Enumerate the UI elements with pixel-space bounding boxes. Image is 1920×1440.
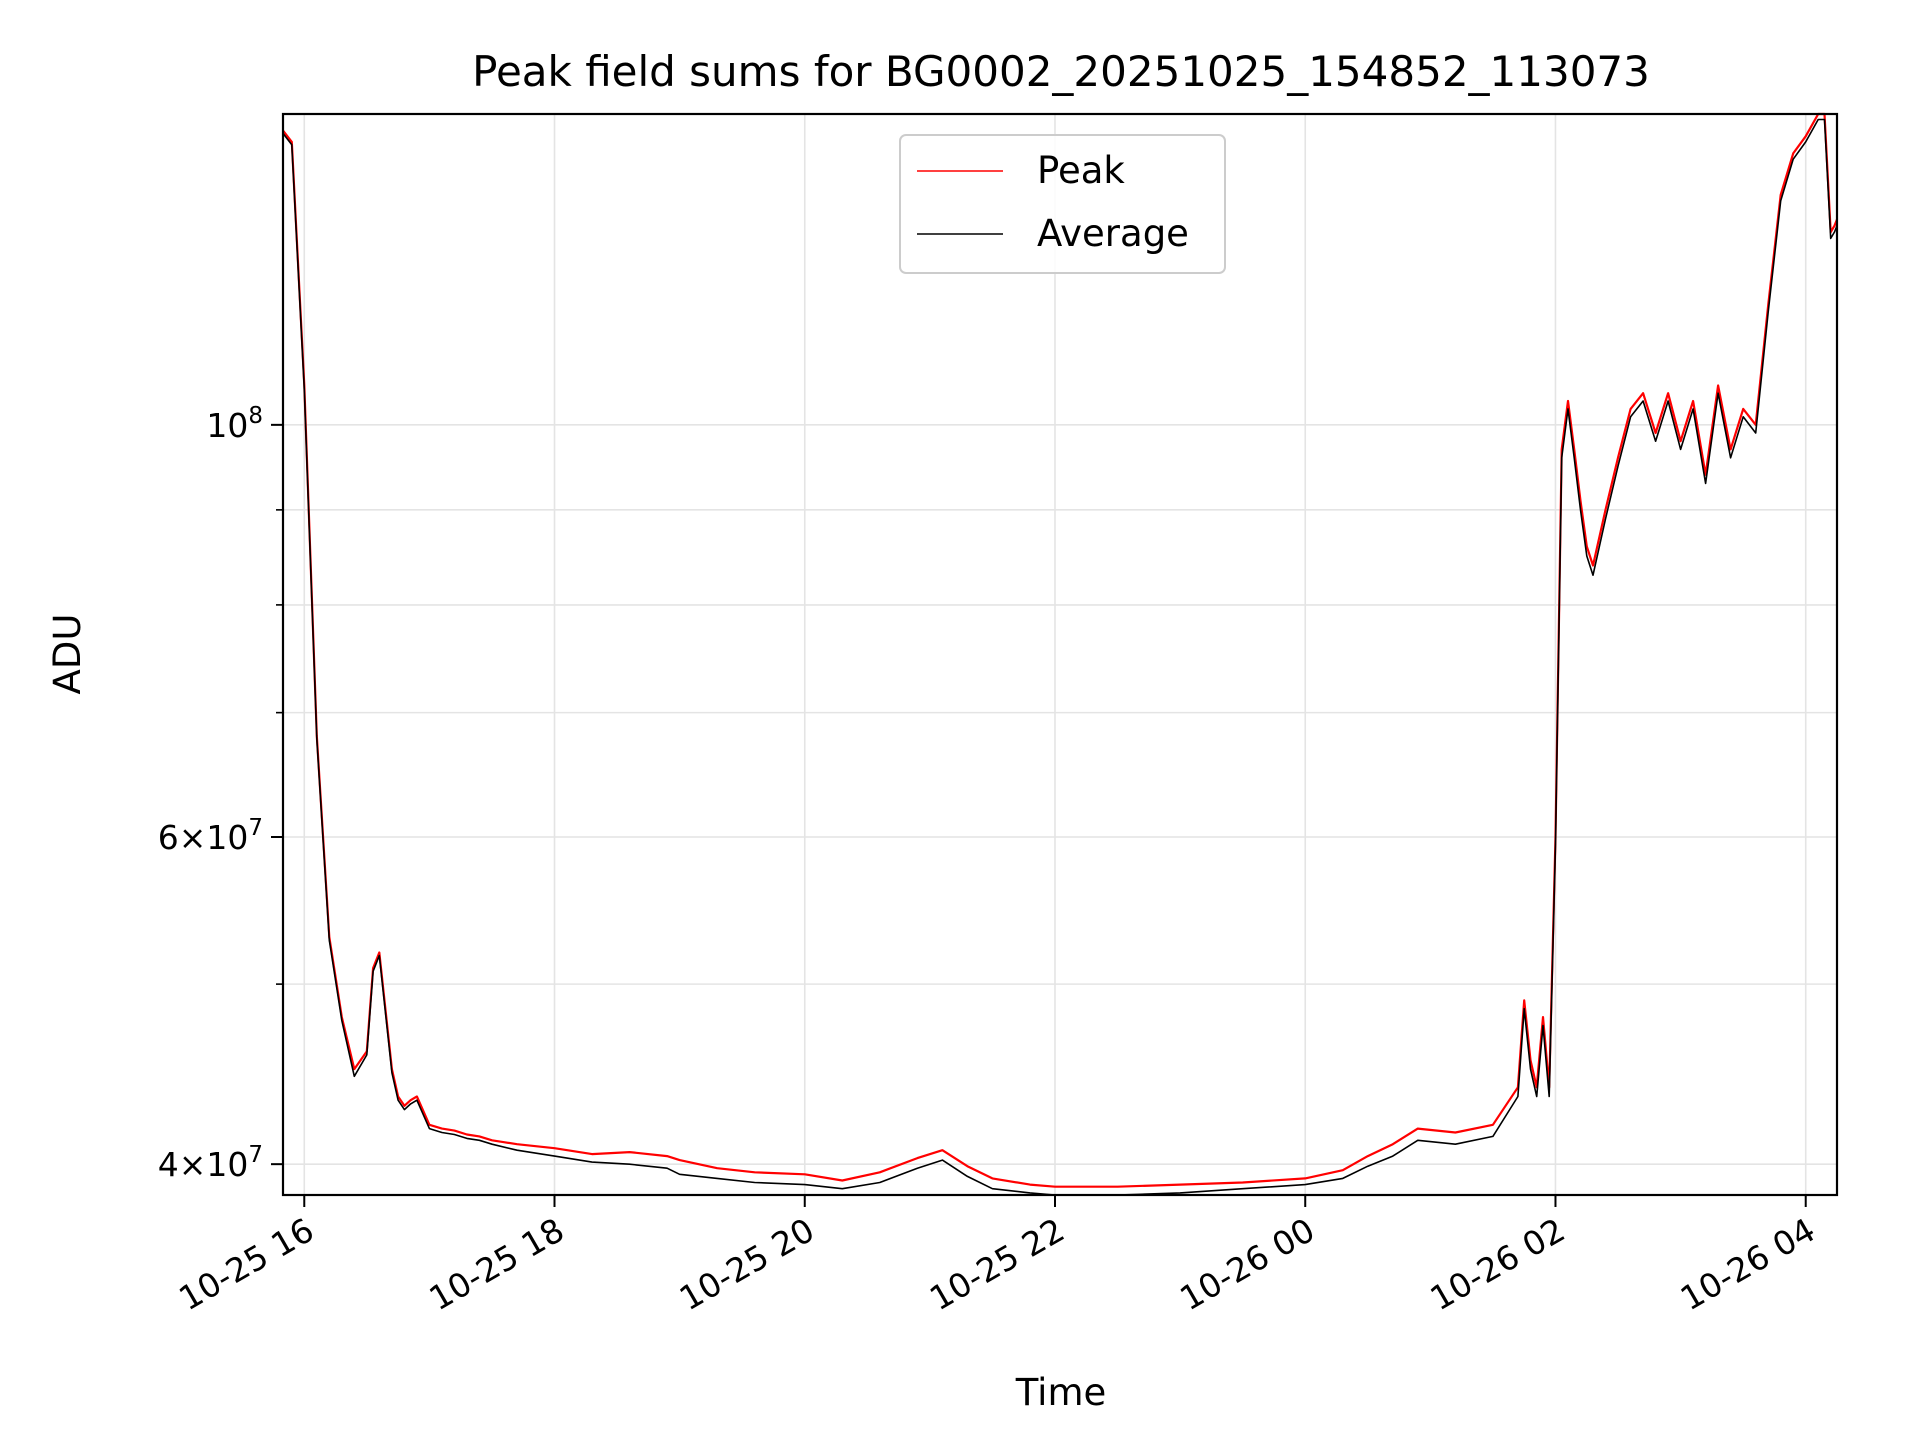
series-line-average <box>282 118 1838 1196</box>
x-tick-label: 10-26 02 <box>1423 1210 1571 1318</box>
legend-box <box>899 134 1226 274</box>
x-tick-label: 10-25 18 <box>423 1210 571 1318</box>
y-axis-label: ADU <box>46 614 89 695</box>
series-line-peak <box>282 112 1839 1188</box>
tick-layer: 10-25 16 10-25 18 10-25 20 10-25 22 10-26 00… <box>158 403 1822 1318</box>
x-tick-label: 10-25 20 <box>673 1210 821 1318</box>
x-axis-label: Time <box>1015 1371 1107 1414</box>
x-tick-label: 10-26 04 <box>1674 1210 1822 1318</box>
y-tick-label: 4×107 <box>158 1142 263 1184</box>
x-tick-label: 10-25 16 <box>172 1210 320 1318</box>
chart-title: Peak field sums for BG0002_20251025_1548… <box>472 47 1650 96</box>
legend-label-average: Average <box>1037 212 1189 255</box>
y-tick-label: 6×107 <box>158 815 263 857</box>
x-tick-label: 10-25 22 <box>923 1210 1071 1318</box>
plot-frame <box>281 112 1839 1197</box>
legend: Peak Average <box>899 134 1226 274</box>
legend-label-peak: Peak <box>1037 149 1125 192</box>
series-layer <box>282 112 1839 1196</box>
x-tick-label: 10-26 00 <box>1173 1210 1321 1318</box>
y-tick-label: 108 <box>206 403 263 445</box>
grid-layer <box>283 114 1837 1195</box>
